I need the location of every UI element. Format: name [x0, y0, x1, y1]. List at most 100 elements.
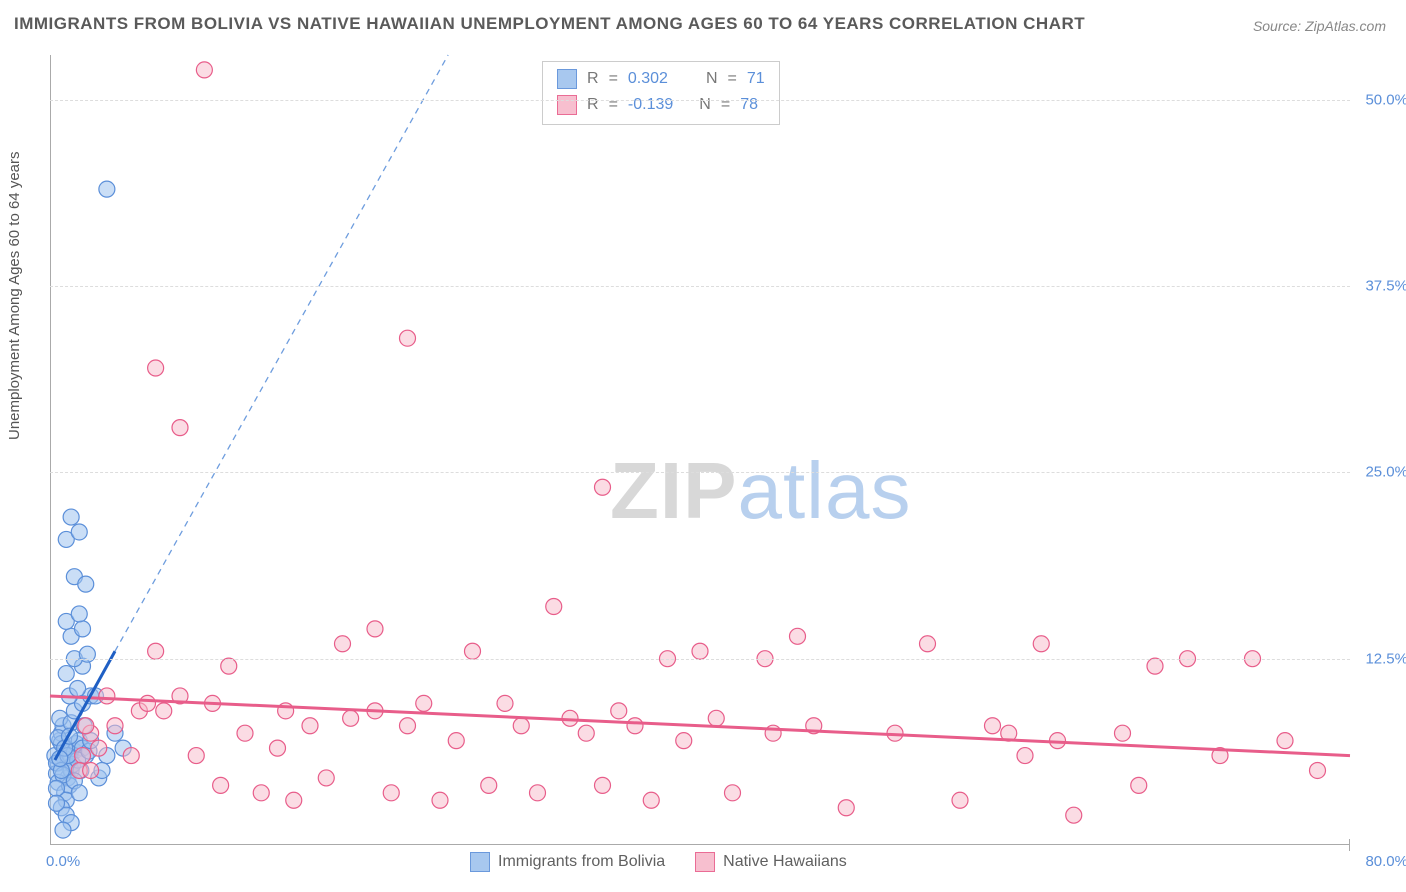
scatter-chart-svg: [50, 55, 1350, 845]
legend-swatch-1: [470, 852, 490, 872]
data-point: [91, 740, 107, 756]
y-tick-label: 25.0%: [1365, 464, 1406, 481]
data-point: [123, 748, 139, 764]
data-point: [952, 792, 968, 808]
y-tick-label: 37.5%: [1365, 278, 1406, 295]
legend-label-2: Native Hawaiians: [723, 853, 847, 871]
data-point: [595, 479, 611, 495]
data-point: [140, 695, 156, 711]
data-point: [49, 795, 65, 811]
data-point: [78, 576, 94, 592]
data-point: [1033, 636, 1049, 652]
data-point: [71, 606, 87, 622]
y-axis-label: Unemployment Among Ages 60 to 64 years: [6, 151, 23, 440]
data-point: [790, 628, 806, 644]
data-point: [627, 718, 643, 734]
y-tick-label: 50.0%: [1365, 91, 1406, 108]
data-point: [513, 718, 529, 734]
data-point: [481, 777, 497, 793]
data-point: [63, 509, 79, 525]
data-point: [78, 718, 94, 734]
stats-n-value-1: 71: [747, 70, 765, 88]
data-point: [343, 710, 359, 726]
data-point: [643, 792, 659, 808]
stats-legend-box: R = 0.302 N = 71 R = -0.139 N = 78: [542, 61, 780, 125]
source-label: Source: ZipAtlas.com: [1253, 18, 1386, 34]
chart-title: IMMIGRANTS FROM BOLIVIA VS NATIVE HAWAII…: [14, 14, 1085, 34]
stats-n-label: N: [706, 70, 718, 88]
data-point: [148, 643, 164, 659]
data-point: [1115, 725, 1131, 741]
data-point: [55, 822, 71, 838]
stats-eq: =: [728, 70, 737, 88]
data-point: [49, 780, 65, 796]
data-point: [188, 748, 204, 764]
data-point: [920, 636, 936, 652]
data-point: [172, 420, 188, 436]
data-point: [335, 636, 351, 652]
data-point: [213, 777, 229, 793]
data-point: [692, 643, 708, 659]
data-point: [107, 718, 123, 734]
data-point: [221, 658, 237, 674]
grid-line: [50, 100, 1350, 101]
data-point: [71, 524, 87, 540]
data-point: [578, 725, 594, 741]
stats-r-value-1: 0.302: [628, 70, 668, 88]
legend-item-1: Immigrants from Bolivia: [470, 852, 665, 872]
stats-r-label: R: [587, 70, 599, 88]
trend-line: [115, 55, 448, 651]
data-point: [432, 792, 448, 808]
data-point: [1066, 807, 1082, 823]
data-point: [75, 621, 91, 637]
data-point: [530, 785, 546, 801]
data-point: [676, 733, 692, 749]
y-tick-label: 12.5%: [1365, 650, 1406, 667]
series-legend: Immigrants from Bolivia Native Hawaiians: [470, 852, 847, 872]
stats-eq: =: [721, 96, 730, 114]
stats-eq: =: [609, 70, 618, 88]
legend-label-1: Immigrants from Bolivia: [498, 853, 665, 871]
data-point: [400, 718, 416, 734]
data-point: [196, 62, 212, 78]
data-point: [237, 725, 253, 741]
data-point: [985, 718, 1001, 734]
data-point: [546, 599, 562, 615]
stats-r-value-2: -0.139: [628, 96, 673, 114]
data-point: [99, 688, 115, 704]
data-point: [1131, 777, 1147, 793]
data-point: [156, 703, 172, 719]
data-point: [497, 695, 513, 711]
stats-row-series-2: R = -0.139 N = 78: [557, 92, 765, 118]
data-point: [595, 777, 611, 793]
stats-swatch-2: [557, 95, 577, 115]
data-point: [1017, 748, 1033, 764]
data-point: [448, 733, 464, 749]
x-tick-1: 80.0%: [1365, 853, 1406, 870]
data-point: [286, 792, 302, 808]
data-point: [71, 785, 87, 801]
stats-row-series-1: R = 0.302 N = 71: [557, 66, 765, 92]
plot-area: ZIPatlas R = 0.302 N = 71 R = -0.139 N =…: [50, 55, 1350, 845]
x-tick-0: 0.0%: [46, 853, 80, 870]
data-point: [99, 181, 115, 197]
data-point: [725, 785, 741, 801]
data-point: [611, 703, 627, 719]
data-point: [270, 740, 286, 756]
data-point: [253, 785, 269, 801]
data-point: [367, 621, 383, 637]
data-point: [58, 666, 74, 682]
grid-line: [50, 472, 1350, 473]
stats-n-value-2: 78: [740, 96, 758, 114]
stats-eq: =: [609, 96, 618, 114]
data-point: [302, 718, 318, 734]
data-point: [1277, 733, 1293, 749]
data-point: [79, 646, 95, 662]
data-point: [1147, 658, 1163, 674]
data-point: [75, 748, 91, 764]
data-point: [83, 762, 99, 778]
data-point: [70, 680, 86, 696]
data-point: [148, 360, 164, 376]
data-point: [400, 330, 416, 346]
legend-item-2: Native Hawaiians: [695, 852, 847, 872]
